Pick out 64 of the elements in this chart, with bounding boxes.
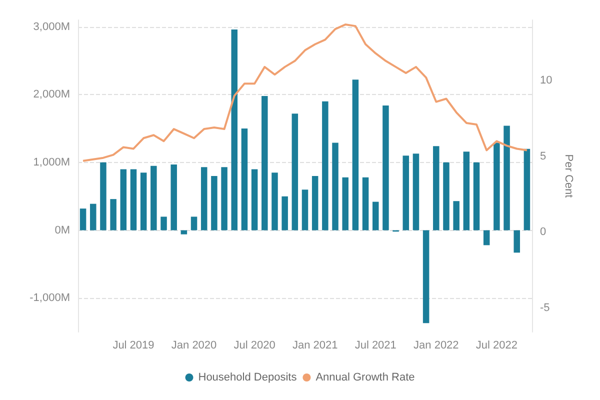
bar [422,230,430,324]
bar [80,208,86,230]
bar [200,167,208,230]
bar [312,176,318,230]
y-tick-label: 1,000M [33,156,70,168]
bar [190,216,198,230]
bar [524,148,530,230]
y2-tick-label: 0 [540,226,546,238]
bar [494,142,500,230]
bar [473,162,480,230]
bar [241,128,248,230]
bar [211,176,218,230]
bar [110,199,116,230]
y-tick-label: -1,000M [30,292,70,304]
x-tick-label: Jul 2019 [112,340,154,352]
line-series [82,24,528,162]
bar [272,172,278,230]
bar [170,164,177,230]
bar [402,156,410,230]
bar [412,154,420,230]
bar [302,190,308,230]
y-tick-label: 2,000M [33,88,70,101]
bar [150,166,157,230]
legend-label: Annual Growth Rate [316,372,415,384]
y-tick-label: 3,000M [33,20,70,33]
bar [382,105,389,230]
bar [352,80,359,230]
bar [120,169,127,230]
bar [483,230,490,246]
bar [362,177,369,230]
bar [160,216,167,230]
bar [292,114,298,230]
bar [433,146,440,230]
x-tick-label: Jan 2020 [171,340,217,352]
bar [322,101,328,230]
bar [231,29,238,230]
bar [130,169,137,230]
bar [504,126,510,230]
bar [180,230,188,234]
x-tick-label: Jan 2022 [414,340,459,352]
x-tick-label: Jul 2020 [234,340,276,352]
bar [372,202,379,230]
x-tick-label: Jul 2021 [354,340,396,352]
bar [100,162,106,230]
y2-tick-label: -5 [540,302,550,314]
x-tick-label: Jul 2022 [476,340,518,352]
bar [251,169,258,230]
bar [453,201,460,230]
y2-axis-title: Per Cent [562,154,575,198]
y2-tick-label: 5 [540,150,546,162]
bar [90,204,96,230]
bar [463,152,470,230]
bar [342,177,348,230]
bar [140,172,147,230]
legend-label: Household Deposits [198,372,298,384]
bar [282,196,288,230]
bar [262,96,268,230]
bar [332,142,338,230]
x-tick-label: Jan 2021 [292,340,338,352]
bar [221,167,228,230]
bar [514,230,520,253]
bar [443,162,450,230]
y-tick-label: 0M [54,224,70,236]
y2-tick-label: 10 [540,74,552,87]
